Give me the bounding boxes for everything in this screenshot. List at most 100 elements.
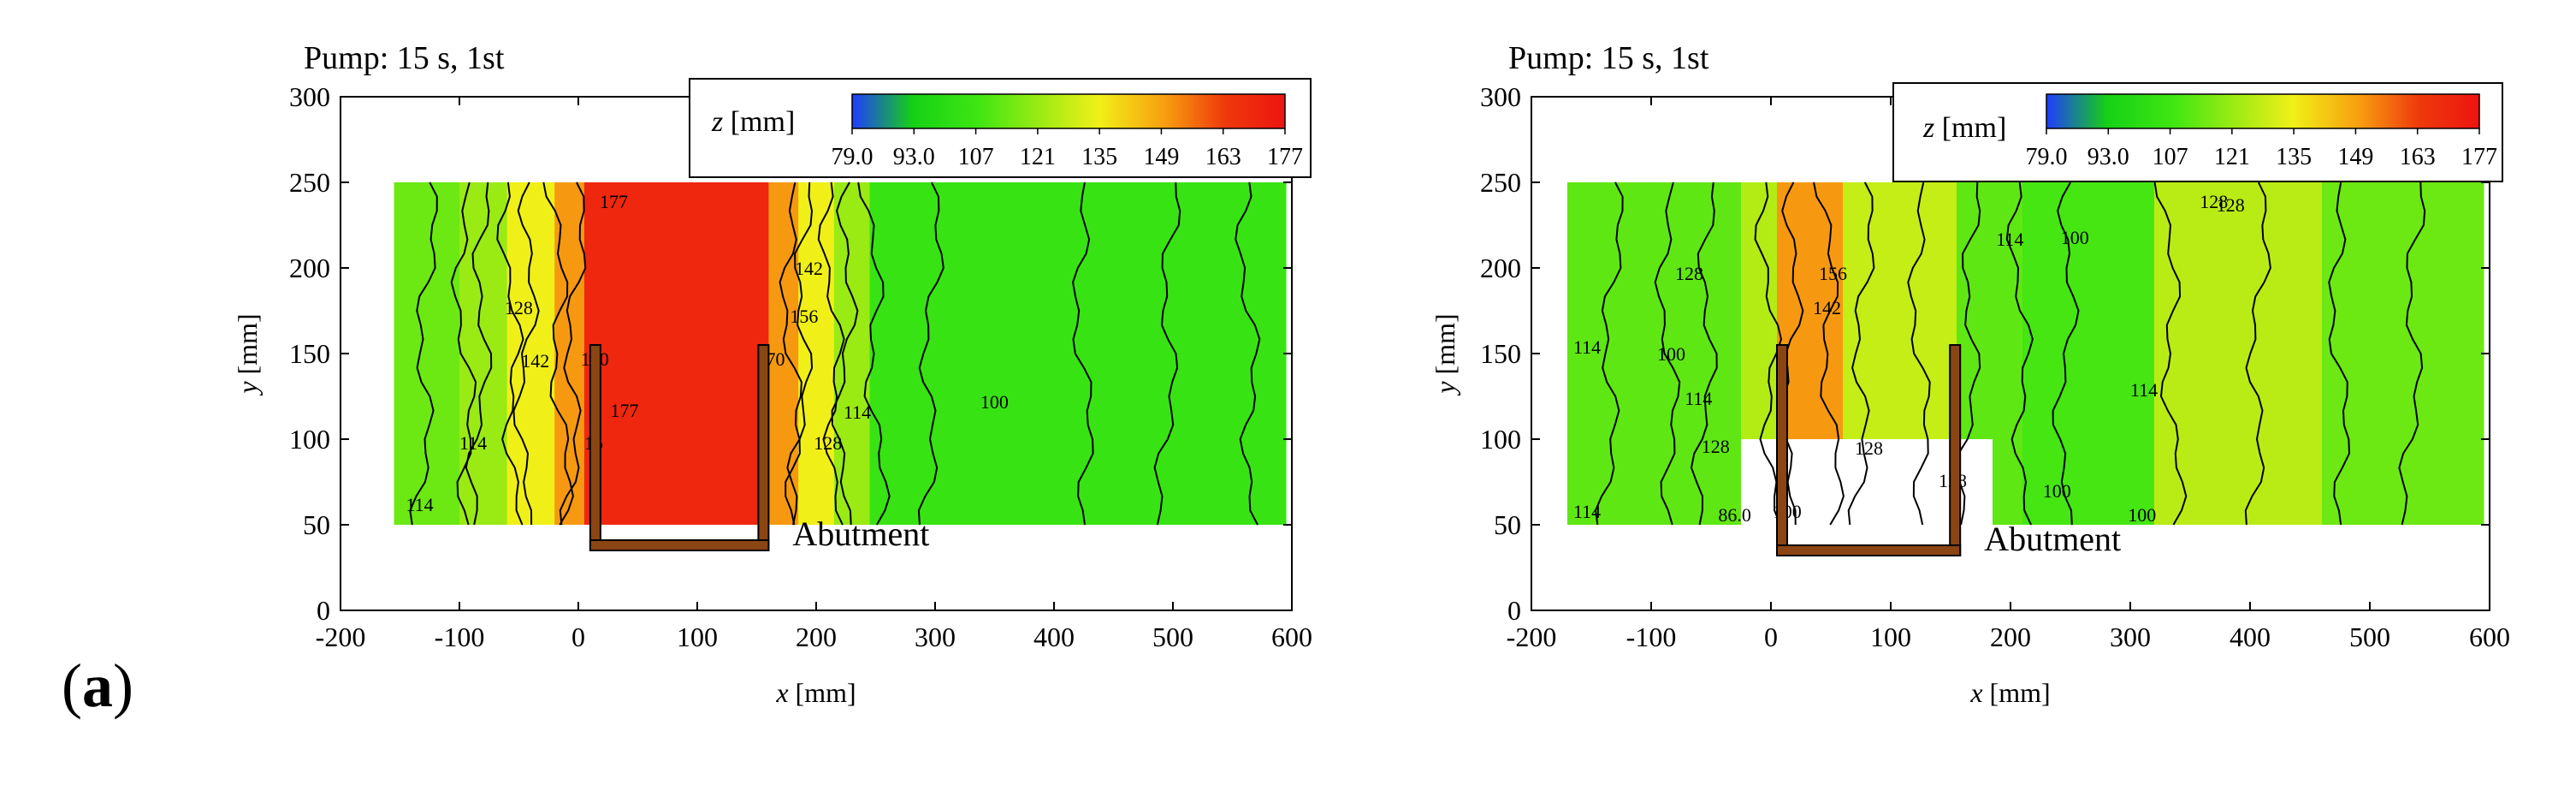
contour-label: 114: [1685, 388, 1712, 409]
x-tick-label: 100: [677, 621, 718, 652]
abutment-wall: [1776, 344, 1788, 556]
contour-label: 128: [1675, 263, 1703, 284]
x-axis-label: x [mm]: [775, 677, 856, 708]
heatmap-zone: [2022, 182, 2155, 525]
colorbar-ticks: 79.0 93.0 107 121 135 149 163 177: [832, 128, 1303, 170]
contour-lines: [409, 181, 1261, 526]
x-tick-label: 300: [2110, 621, 2151, 652]
x-tick-label: 500: [1152, 621, 1193, 652]
x-tick-label: 300: [915, 621, 956, 652]
y-tick-label: 250: [289, 167, 330, 198]
contour-line: [2052, 181, 2080, 526]
x-tick-label: -100: [435, 621, 485, 652]
contour-label: 142: [1813, 297, 1841, 318]
x-tick-label: 200: [1990, 621, 2031, 652]
contour-line: [831, 181, 859, 526]
colorbar-tick-label: 79.0: [832, 144, 873, 170]
chart-right: Pump: 15 s, 1st 114 100 128 114 128 114 86.0 10…: [1430, 40, 2510, 708]
panel-label: (a): [62, 651, 133, 720]
colorbar-tick-label: 121: [1020, 144, 1056, 170]
contour-line: [817, 181, 845, 526]
contour-label: 128: [1855, 437, 1883, 459]
colorbar-tick-label: 93.0: [2087, 144, 2129, 170]
colorbar-tick-label: 149: [1143, 144, 1179, 170]
y-tick-label: 100: [289, 424, 330, 455]
contour-label: 114: [1996, 229, 2023, 250]
colorbar-ticks: 79.0 93.0 107 121 135 149 163 177: [2026, 128, 2497, 170]
contour-label: 128: [2217, 194, 2245, 216]
heatmap-zone: [2154, 182, 2323, 525]
colorbar-tick-label: 149: [2337, 144, 2373, 170]
contour-line: [542, 181, 574, 526]
contour-line: [1594, 181, 1624, 526]
contour-line: [2153, 181, 2188, 526]
x-tick-label: 600: [1271, 621, 1312, 652]
colorbar-tick-label: 107: [2153, 144, 2188, 170]
y-tick-label: 300: [289, 81, 330, 112]
colorbar-gradient: [2046, 93, 2480, 129]
colorbar-tick-label: 163: [1205, 144, 1241, 170]
contour-label: 114: [1573, 501, 1601, 522]
contour-label: 142: [795, 258, 823, 279]
heatmap-zone: [2322, 182, 2484, 525]
contour-line: [496, 181, 524, 526]
colorbar-label: z [mm]: [711, 106, 795, 138]
colorbar-label: z [mm]: [1922, 112, 2006, 144]
x-tick-label: -100: [1626, 621, 1677, 652]
contour-label: 114: [459, 432, 487, 454]
y-tick-label: 250: [1480, 167, 1521, 198]
colorbar-tick-label: 177: [2461, 144, 2497, 170]
x-tick-label: 0: [571, 621, 585, 652]
x-tick-label: 600: [2469, 621, 2510, 652]
contour-label: 156: [1819, 263, 1847, 284]
heatmap-field: [1567, 182, 2484, 525]
contour-line: [465, 181, 493, 526]
colorbar-tick-label: 135: [2276, 144, 2312, 170]
y-tick-label: 200: [1480, 253, 1521, 283]
colorbar-tick-label: 163: [2400, 144, 2436, 170]
axes: -200 -100 0 100 200 300 400 500 600 0 50 100 150 200 2…: [1480, 81, 2510, 652]
x-tick-label: 500: [2349, 621, 2390, 652]
colorbar-tick-label: 177: [1267, 144, 1303, 170]
abutment-base: [589, 539, 770, 551]
contour-line: [2398, 181, 2426, 526]
abutment-label: Abutment: [1984, 520, 2121, 558]
contour-label: 128: [814, 432, 842, 454]
y-tick-label: 200: [289, 253, 330, 283]
abutment-wall: [1949, 344, 1962, 556]
contour-label: 100: [2043, 480, 2071, 502]
contour-label: 114: [1573, 336, 1601, 358]
abutment-wall: [757, 344, 770, 551]
heatmap-zone: [583, 182, 769, 525]
x-tick-label: 200: [796, 621, 837, 652]
colorbar-gradient: [851, 93, 1286, 129]
contour-label: 100: [980, 391, 1009, 413]
contour-label: 100: [2128, 504, 2156, 526]
contour-label: 128: [2200, 191, 2228, 212]
x-tick-label: 0: [1764, 621, 1778, 652]
colorbar-tick-label: 121: [2214, 144, 2250, 170]
x-tick-label: 100: [1870, 621, 1911, 652]
contour-labels: 11410012811412811486.0100156142128128114…: [1573, 191, 2245, 526]
chart-title: Pump: 15 s, 1st: [1508, 40, 1709, 76]
contour-line: [450, 181, 477, 526]
contour-line: [2244, 181, 2271, 526]
contour-label: 100: [1657, 343, 1685, 365]
contour-line: [1654, 181, 1681, 526]
chart-left: Pump: 15 s, 1st 177128142170170177114151…: [232, 40, 1312, 708]
colorbar: z [mm] 79.0 93.0 107 121 135 149 163 177: [689, 78, 1312, 178]
abutment-label: Abutment: [792, 514, 929, 553]
contour-line: [1235, 181, 1261, 526]
contour-line: [559, 181, 587, 526]
chart-title: Pump: 15 s, 1st: [304, 40, 505, 76]
contour-line: [917, 181, 945, 526]
contour-label: 114: [844, 401, 871, 423]
y-axis-label: y [mm]: [1430, 313, 1460, 395]
y-tick-label: 50: [303, 509, 330, 540]
contour-label: 100: [2061, 227, 2089, 248]
contour-line: [1813, 181, 1845, 526]
x-tick-label: 400: [2230, 621, 2271, 652]
x-tick-label: -200: [1507, 621, 1557, 652]
y-tick-label: 300: [1480, 81, 1521, 112]
